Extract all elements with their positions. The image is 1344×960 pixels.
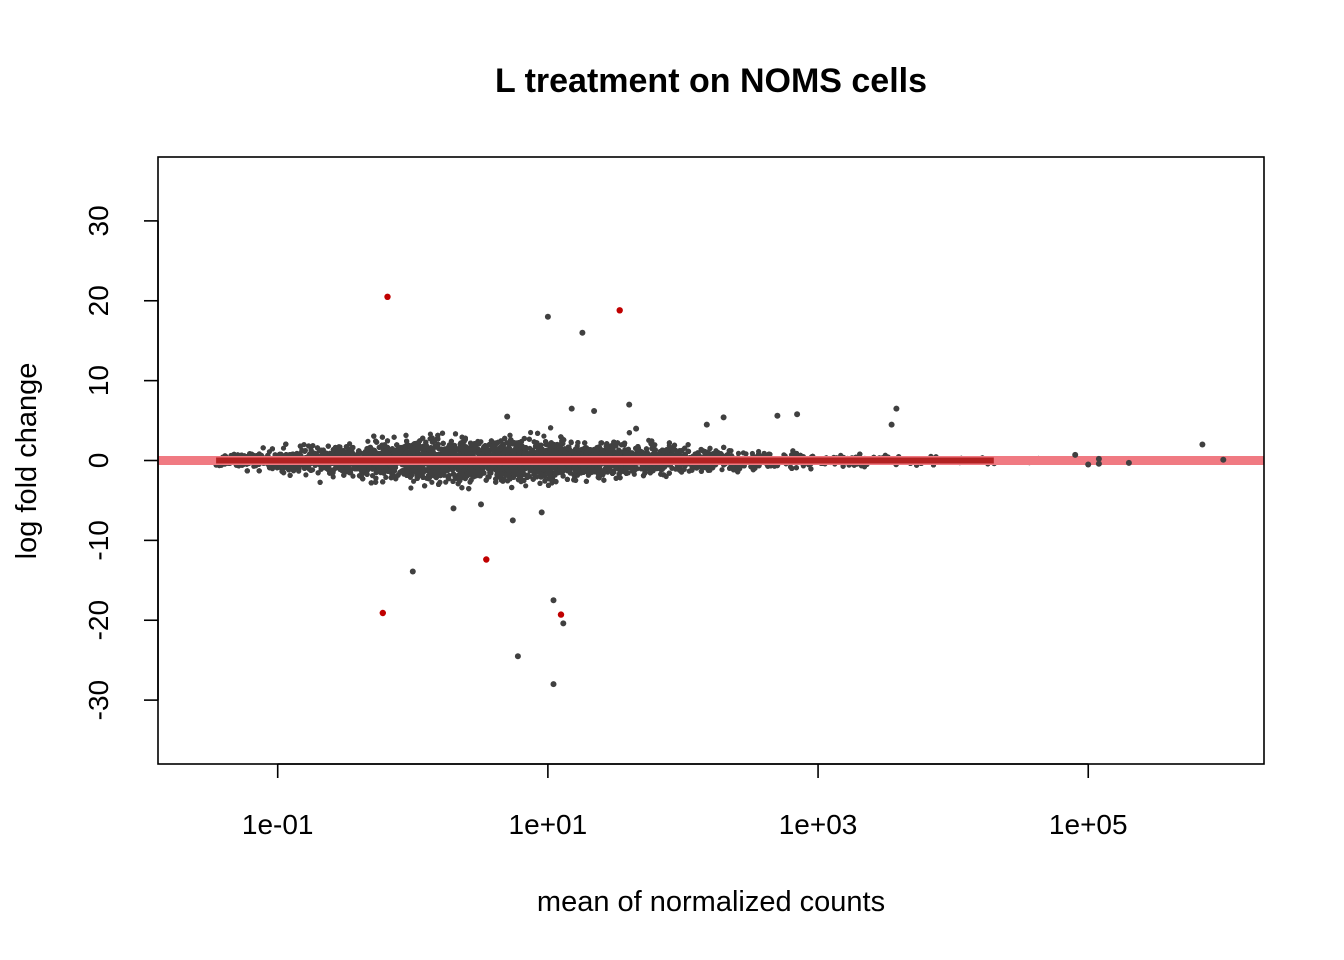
cloud-point [523, 483, 529, 489]
cloud-point [350, 473, 356, 479]
cloud-point [310, 443, 316, 449]
cloud-point [408, 485, 414, 491]
cloud-point [383, 474, 389, 480]
cloud-point [443, 479, 449, 485]
cloud-point [365, 438, 371, 444]
cloud-point [719, 467, 725, 473]
cloud-point [303, 472, 309, 478]
cloud-point [743, 451, 749, 457]
cloud-point [280, 445, 287, 451]
cloud-point [427, 431, 433, 437]
cloud-point [411, 478, 417, 484]
cloud-point [735, 450, 742, 456]
chart-title: L treatment on NOMS cells [495, 62, 927, 100]
cloud-point [429, 479, 435, 485]
cloud-point [528, 429, 534, 436]
cloud-point [541, 433, 547, 439]
cloud-point [568, 440, 574, 446]
cloud-point [302, 447, 308, 454]
